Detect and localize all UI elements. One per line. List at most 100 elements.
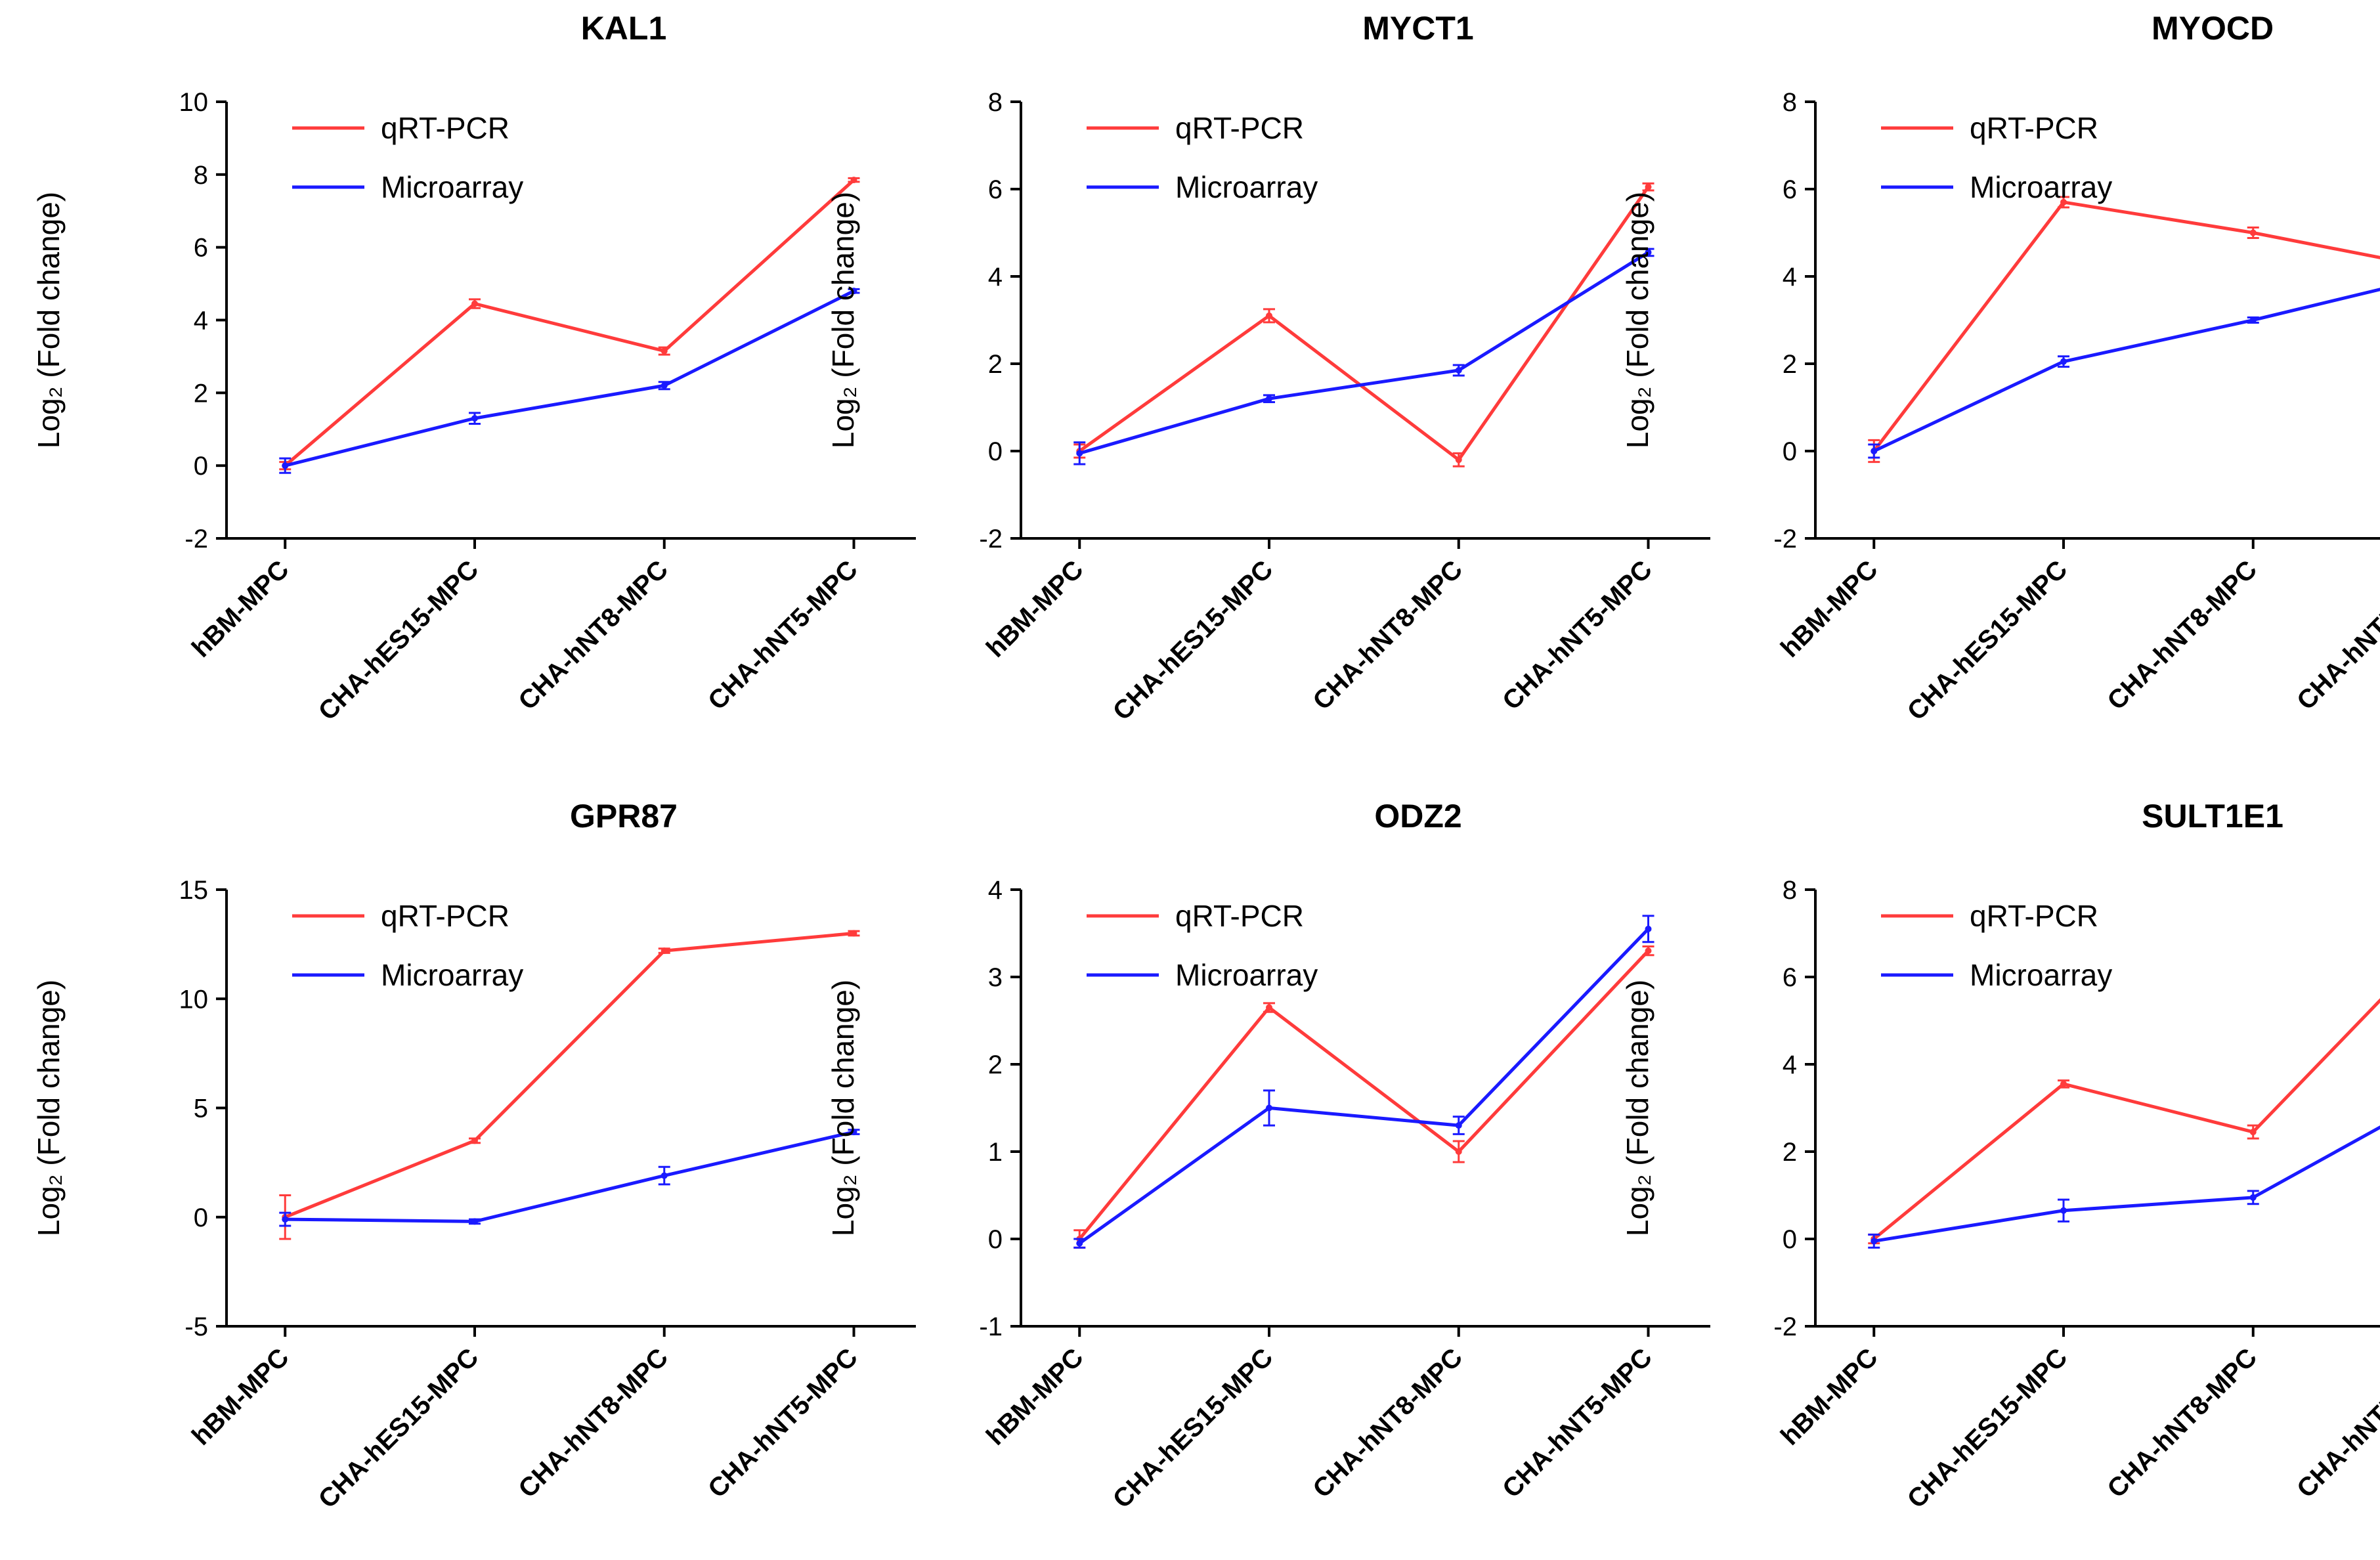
legend-label: Microarray — [381, 170, 523, 204]
legend-label: qRT-PCR — [1970, 899, 2098, 933]
x-tick-label: CHA-hNT5-MPC — [1497, 555, 1658, 716]
y-tick-label: -2 — [1773, 525, 1797, 553]
data-point — [1266, 312, 1272, 319]
y-tick-label: 4 — [988, 876, 1003, 905]
data-point — [2060, 198, 2067, 206]
series-line-microarray — [1079, 251, 1649, 455]
y-tick-label: 3 — [988, 963, 1003, 992]
data-point — [1645, 183, 1652, 190]
series-line-microarray — [1078, 928, 1650, 1245]
data-point — [1266, 395, 1272, 402]
y-tick-label: 10 — [179, 88, 209, 117]
data-point — [1645, 925, 1652, 932]
x-tick-label: CHA-hES15-MPC — [313, 555, 485, 726]
y-tick-label: 2 — [988, 350, 1003, 379]
x-tick-label: CHA-hES15-MPC — [1108, 1343, 1279, 1514]
y-tick-label: 4 — [1783, 263, 1797, 292]
series-line-microarray — [285, 1130, 855, 1223]
data-point — [2060, 1080, 2067, 1087]
data-point — [1645, 249, 1652, 256]
data-point — [1871, 1238, 1878, 1245]
x-tick-label: CHA-hNT5-MPC — [703, 555, 863, 716]
series-line-microarray — [1873, 1125, 2380, 1243]
y-tick-label: 0 — [988, 1225, 1003, 1254]
x-tick-label: CHA-hES15-MPC — [313, 1343, 485, 1514]
y-tick-label: 5 — [194, 1094, 208, 1123]
y-tick-label: 8 — [1783, 876, 1797, 905]
series-line-microarray — [284, 289, 855, 467]
data-point — [2060, 358, 2067, 365]
y-axis-label: Log₂ (Fold change) — [826, 980, 860, 1236]
series-line-qrt-pcr — [1872, 200, 2380, 452]
y-tick-label: 2 — [988, 1051, 1003, 1079]
data-point — [660, 1172, 668, 1179]
series-line-microarray — [1873, 288, 2380, 453]
data-point — [2249, 316, 2257, 324]
legend-label: qRT-PCR — [1175, 899, 1304, 933]
y-tick-label: -5 — [184, 1312, 208, 1341]
data-point — [471, 415, 478, 422]
x-tick-label: CHA-hES15-MPC — [1902, 555, 2073, 726]
data-point — [2249, 229, 2257, 236]
x-tick-label: CHA-hNT5-MPC — [2291, 1343, 2380, 1504]
y-tick-label: 2 — [1783, 350, 1797, 379]
legend-label: Microarray — [1175, 170, 1318, 204]
data-point — [1455, 456, 1462, 464]
y-tick-label: 15 — [179, 876, 209, 905]
y-tick-label: 6 — [988, 175, 1003, 204]
y-tick-label: 6 — [1783, 175, 1797, 204]
legend-label: Microarray — [381, 958, 523, 992]
data-point — [282, 1216, 289, 1223]
data-point — [1455, 1148, 1462, 1155]
y-tick-label: 2 — [1783, 1138, 1797, 1167]
data-point — [1455, 1122, 1462, 1129]
y-tick-label: 4 — [194, 307, 208, 336]
y-tick-label: 0 — [194, 452, 208, 481]
y-tick-label: -1 — [979, 1312, 1003, 1341]
data-point — [850, 177, 857, 184]
legend-label: qRT-PCR — [381, 111, 509, 145]
x-tick-label: CHA-hES15-MPC — [1902, 1343, 2073, 1514]
x-tick-label: CHA-hNT8-MPC — [2102, 555, 2262, 716]
legend-label: qRT-PCR — [1970, 111, 2098, 145]
series-line-qrt-pcr — [1078, 186, 1650, 462]
data-point — [1076, 1240, 1083, 1247]
y-tick-label: 10 — [179, 985, 209, 1014]
data-point — [1455, 366, 1462, 374]
y-axis-label: Log₂ (Fold change) — [1620, 192, 1655, 448]
x-tick-label: hBM-MPC — [186, 1343, 295, 1451]
data-point — [1266, 1104, 1272, 1112]
y-axis-label: Log₂ (Fold change) — [826, 192, 860, 448]
legend-label: Microarray — [1970, 958, 2112, 992]
x-tick-label: CHA-hES15-MPC — [1108, 555, 1279, 726]
data-point — [1871, 448, 1878, 454]
x-tick-label: CHA-hNT5-MPC — [2291, 555, 2380, 716]
data-point — [2060, 1207, 2067, 1214]
data-point — [660, 382, 668, 389]
x-tick-label: CHA-hNT8-MPC — [513, 555, 674, 716]
data-point — [471, 1218, 478, 1225]
chart-title: SULT1E1 — [2142, 798, 2283, 834]
x-tick-label: CHA-hNT8-MPC — [513, 1343, 674, 1504]
chart-title: MYOCD — [2152, 10, 2274, 47]
legend-label: qRT-PCR — [1175, 111, 1304, 145]
chart-title: ODZ2 — [1374, 798, 1461, 834]
x-tick-label: CHA-hNT8-MPC — [1307, 1343, 1468, 1504]
y-tick-label: -2 — [1773, 1312, 1797, 1341]
x-tick-label: hBM-MPC — [186, 555, 295, 663]
data-point — [282, 462, 289, 469]
x-tick-label: CHA-hNT8-MPC — [1307, 555, 1468, 716]
data-point — [660, 347, 668, 355]
y-tick-label: 2 — [194, 379, 208, 408]
y-tick-label: 4 — [1783, 1051, 1797, 1079]
chart-title: KAL1 — [581, 10, 667, 47]
chart-title: GPR87 — [570, 798, 678, 834]
y-tick-label: -2 — [184, 525, 208, 553]
x-tick-label: CHA-hNT8-MPC — [2102, 1343, 2262, 1504]
y-tick-label: 8 — [194, 161, 208, 190]
y-tick-label: -2 — [979, 525, 1003, 553]
